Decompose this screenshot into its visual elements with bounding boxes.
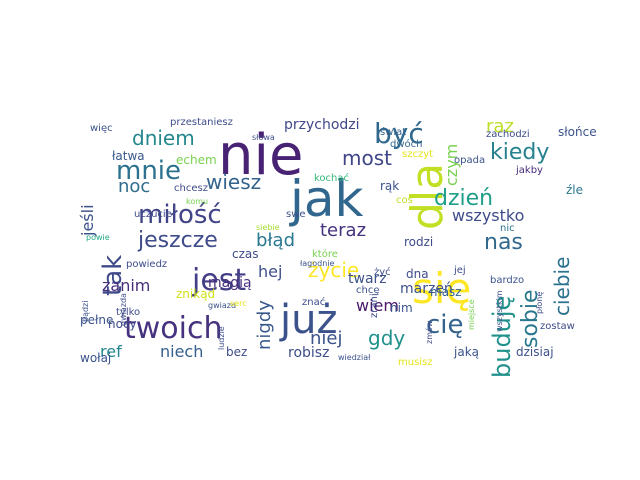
word: znikąd xyxy=(176,287,216,301)
word: ciebie xyxy=(550,256,574,316)
word: życie xyxy=(308,258,360,282)
word: nas xyxy=(484,230,523,255)
word: wszystko xyxy=(452,206,525,225)
word: zanim xyxy=(102,276,151,295)
word: słońce xyxy=(558,125,597,139)
word: serc xyxy=(230,299,247,308)
word: twoich xyxy=(124,311,223,346)
word: magią xyxy=(208,275,252,291)
word: marzeń xyxy=(400,281,453,297)
word: dzisiaj xyxy=(516,345,554,359)
word: wiesz xyxy=(206,170,262,194)
word: uczucie xyxy=(134,209,172,220)
word: rodzi xyxy=(404,235,434,249)
word: chcę xyxy=(356,285,380,296)
word: raz xyxy=(486,116,514,137)
word: gdy xyxy=(368,326,406,350)
word: most xyxy=(342,146,392,170)
word: gwiazd xyxy=(208,301,237,310)
word: teraz xyxy=(320,220,367,241)
word: jest xyxy=(192,263,247,298)
word: dwóch xyxy=(390,139,423,150)
word: płonę xyxy=(535,291,544,314)
word: mnie xyxy=(116,156,182,186)
word: coś xyxy=(396,195,413,206)
word: nocy xyxy=(108,317,137,331)
word: czas xyxy=(232,247,259,261)
word: bez xyxy=(226,345,248,359)
word: siebie xyxy=(256,223,280,232)
word-cloud: nie jak dla się już twoich jest mnie miłość jeszc… xyxy=(78,116,597,379)
word: swe xyxy=(286,209,306,220)
word: ref xyxy=(100,342,122,361)
word: kiedy xyxy=(490,140,550,165)
word: więc xyxy=(90,123,113,134)
word: rąk xyxy=(380,179,400,193)
word: słowa xyxy=(252,133,275,142)
word: chcesz xyxy=(174,183,208,194)
word: zostaw xyxy=(540,321,575,332)
word: robisz xyxy=(288,345,330,361)
word: ludzie xyxy=(217,326,226,350)
word: miejsce xyxy=(467,299,476,330)
word: zachodzi xyxy=(486,129,530,140)
word: cię xyxy=(426,310,464,340)
word: kochać xyxy=(314,173,350,184)
word: jaką xyxy=(454,345,479,359)
word: jak xyxy=(290,170,364,228)
word: opada xyxy=(454,155,486,166)
word: które xyxy=(312,249,338,260)
word: świat xyxy=(380,127,407,138)
word: wszystkim xyxy=(495,290,504,332)
word: twarz xyxy=(348,271,387,287)
word: miłość xyxy=(138,200,222,230)
word: komu xyxy=(186,197,209,206)
word: żyć xyxy=(374,267,391,278)
word: hej xyxy=(258,262,283,281)
word: masz xyxy=(430,285,462,299)
word: wiedział xyxy=(338,353,371,362)
word: źle xyxy=(566,183,584,197)
word: jeszcze xyxy=(138,228,218,253)
word: łatwa xyxy=(112,149,145,163)
word: noc xyxy=(118,176,151,197)
word: wiem xyxy=(356,296,399,315)
word: przychodzi xyxy=(284,117,360,133)
word: jej xyxy=(454,265,466,276)
word: nie xyxy=(218,123,304,188)
word: nic xyxy=(500,223,515,234)
word: nigdy xyxy=(254,300,275,350)
word: musisz xyxy=(398,357,433,368)
word: wołaj xyxy=(80,351,112,365)
word: tylko xyxy=(116,307,141,318)
word: znać xyxy=(302,297,326,308)
word: niech xyxy=(160,342,204,361)
word: już xyxy=(280,297,338,343)
word: się xyxy=(412,264,472,313)
word: przestaniesz xyxy=(170,117,233,128)
word: powiedz xyxy=(126,259,168,270)
word: powie xyxy=(86,233,110,242)
word: niej xyxy=(310,328,343,349)
word: bardzo xyxy=(490,275,525,286)
word: pełne xyxy=(80,313,114,327)
word: dniem xyxy=(132,126,195,150)
word: łagodnie xyxy=(300,259,335,268)
word: nim xyxy=(390,301,413,315)
word: być xyxy=(374,117,424,150)
word: echem xyxy=(176,153,217,167)
word: dzień xyxy=(434,186,494,211)
word: błąd xyxy=(256,230,295,251)
word: zrani xyxy=(369,293,380,318)
word: zmów xyxy=(425,320,434,344)
word: szczyt xyxy=(402,149,434,160)
word: dna xyxy=(406,267,429,281)
word: jeśli xyxy=(78,204,97,236)
word: jakby xyxy=(516,165,543,176)
